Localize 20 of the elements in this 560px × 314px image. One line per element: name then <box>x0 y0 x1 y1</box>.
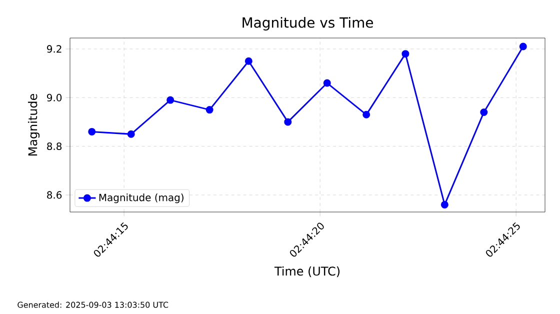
point <box>284 118 292 126</box>
y-tick-label: 8.6 <box>47 191 62 199</box>
point <box>402 50 410 58</box>
point <box>244 57 252 65</box>
point <box>206 106 214 114</box>
point <box>88 128 96 136</box>
point <box>480 108 488 116</box>
point <box>323 79 331 87</box>
point <box>519 42 527 50</box>
legend-label: Magnitude (mag) <box>99 194 184 204</box>
chart-title: Magnitude vs Time <box>242 17 373 31</box>
y-tick-label: 8.8 <box>47 142 62 150</box>
x-axis-title: Time (UTC) <box>274 266 340 278</box>
y-tick-label: 9.0 <box>47 94 62 102</box>
point <box>362 110 370 118</box>
point <box>127 130 135 138</box>
point <box>440 200 448 208</box>
y-tick-label: 9.2 <box>47 45 62 53</box>
y-axis-title: Magnitude <box>28 94 40 156</box>
point <box>166 96 174 104</box>
